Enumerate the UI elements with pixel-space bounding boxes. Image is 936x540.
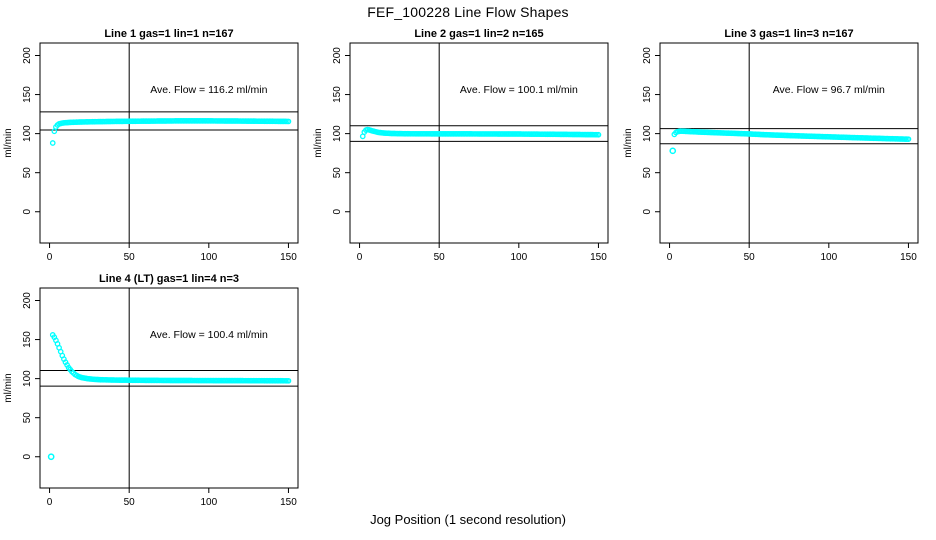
subplot-title: Line 1 gas=1 lin=1 n=167: [104, 28, 233, 40]
x-tick-label: 0: [47, 497, 53, 508]
x-tick-label: 100: [510, 252, 527, 263]
flow-plot-svg: Line 2 gas=1 lin=2 n=165 0 50 100 150 0 50 100 1…: [313, 28, 609, 263]
y-tick-label: 50: [332, 167, 343, 179]
y-axis-label: ml/min: [3, 128, 14, 157]
y-tick-label: 150: [22, 331, 33, 348]
flow-points-series: [671, 128, 912, 143]
y-tick-label: 50: [22, 167, 33, 179]
flow-points-series: [49, 118, 292, 146]
x-tick-label: 150: [280, 252, 297, 263]
y-tick-label: 200: [22, 47, 33, 64]
x-tick-label: 50: [124, 252, 136, 263]
y-tick-label: 100: [22, 370, 33, 387]
y-tick-label: 0: [22, 209, 33, 215]
x-tick-label: 100: [200, 497, 217, 508]
y-axis-label: ml/min: [623, 128, 634, 157]
x-tick-label: 50: [434, 252, 446, 263]
x-tick-label: 100: [200, 252, 217, 263]
x-tick-label: 150: [280, 497, 297, 508]
flow-points-series: [49, 332, 292, 384]
y-tick-label: 0: [642, 209, 653, 215]
y-tick-label: 100: [22, 125, 33, 142]
plot-box: [349, 42, 609, 244]
flow-points-series: [359, 126, 602, 140]
subplot-title: Line 3 gas=1 lin=3 n=167: [724, 28, 853, 40]
y-tick-label: 200: [642, 47, 653, 64]
outlier-point: [669, 147, 677, 155]
y-axis-label: ml/min: [3, 373, 14, 402]
flow-plot-svg: Line 1 gas=1 lin=1 n=167 0 50 100 150 0 50 100 1…: [3, 28, 299, 263]
y-tick-label: 100: [332, 125, 343, 142]
plot-box: [659, 42, 919, 244]
shared-x-axis-label: Jog Position (1 second resolution): [370, 512, 566, 527]
y-tick-label: 200: [332, 47, 343, 64]
y-axis-label: ml/min: [313, 128, 324, 157]
x-tick-label: 50: [124, 497, 136, 508]
y-tick-label: 50: [22, 412, 33, 424]
subplot-title: Line 2 gas=1 lin=2 n=165: [414, 28, 543, 40]
y-tick-label: 100: [642, 125, 653, 142]
x-tick-label: 150: [590, 252, 607, 263]
plot-box: [39, 287, 299, 489]
x-tick-label: 50: [744, 252, 756, 263]
x-tick-label: 0: [357, 252, 363, 263]
y-tick-label: 150: [642, 86, 653, 103]
ave-flow-annotation: Ave. Flow = 116.2 ml/min: [150, 84, 267, 96]
figure-title: FEF_100228 Line Flow Shapes: [367, 4, 569, 20]
panel-line-3-flow-plot: Line 3 gas=1 lin=3 n=167 0 50 100 150 0 50 100 1…: [620, 25, 930, 270]
ave-flow-annotation: Ave. Flow = 96.7 ml/min: [773, 84, 885, 96]
y-tick-label: 150: [22, 86, 33, 103]
y-tick-label: 200: [22, 292, 33, 309]
ave-flow-annotation: Ave. Flow = 100.1 ml/min: [460, 84, 578, 96]
panel-line-2-flow-plot: Line 2 gas=1 lin=2 n=165 0 50 100 150 0 50 100 1…: [310, 25, 620, 270]
x-tick-label: 0: [667, 252, 673, 263]
x-tick-label: 0: [47, 252, 53, 263]
y-tick-label: 0: [332, 209, 343, 215]
y-tick-label: 0: [22, 454, 33, 460]
panel-line-4-flow-plot: Line 4 (LT) gas=1 lin=4 n=3 0 50 100 150 0 50 1…: [0, 270, 310, 515]
flow-plot-svg: Line 4 (LT) gas=1 lin=4 n=3 0 50 100 150 0 50 1…: [3, 273, 299, 508]
panel-line-1-flow-plot: Line 1 gas=1 lin=1 n=167 0 50 100 150 0 50 100 1…: [0, 25, 310, 270]
flow-plot-svg: Line 3 gas=1 lin=3 n=167 0 50 100 150 0 50 100 1…: [623, 28, 919, 263]
plot-box: [39, 42, 299, 244]
y-tick-label: 150: [332, 86, 343, 103]
y-tick-label: 50: [642, 167, 653, 179]
ave-flow-annotation: Ave. Flow = 100.4 ml/min: [150, 329, 268, 341]
x-tick-label: 150: [900, 252, 917, 263]
x-tick-label: 100: [820, 252, 837, 263]
outlier-point: [47, 453, 55, 461]
subplot-title: Line 4 (LT) gas=1 lin=4 n=3: [99, 273, 239, 285]
